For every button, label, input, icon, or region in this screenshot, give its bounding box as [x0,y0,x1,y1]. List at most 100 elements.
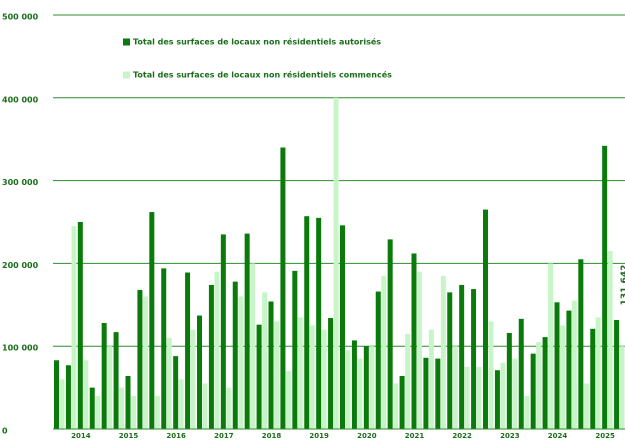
bar [321,329,327,429]
bar [375,291,381,429]
bar [447,292,453,429]
bar [131,395,136,429]
bar [530,353,536,429]
bar [333,97,339,430]
bar [190,329,196,429]
bar [232,281,238,429]
y-tick-label: 100 000 [2,344,39,353]
bar [548,263,554,429]
bar [428,329,434,429]
bar [345,350,351,429]
bar [173,356,179,429]
legend-swatch [123,71,130,79]
bar [590,328,596,429]
bar [500,362,506,429]
bar [340,225,345,429]
bar [369,346,375,429]
y-tick-label: 500 000 [2,13,39,22]
bar [202,383,208,429]
bar [423,357,429,429]
bar [208,284,214,429]
bar [292,270,298,429]
bar [614,320,620,429]
bar [59,379,65,429]
bar [280,147,286,430]
legend-label: Total des surfaces de locaux non résiden… [133,37,381,47]
bar [405,333,411,429]
bar [351,340,357,429]
bar [161,268,167,429]
bar [125,376,131,429]
bar [459,284,465,429]
bar [602,145,608,429]
bar [65,365,71,429]
bar [363,346,369,429]
bar [387,239,393,429]
bar [542,337,548,429]
bar [488,321,494,429]
bar [137,289,143,429]
bar [512,358,518,429]
bar [328,318,334,429]
x-tick-label: 2024 [548,432,568,438]
bar [357,358,363,429]
bar [166,337,172,429]
bar [185,272,191,429]
bar [607,250,613,429]
bar [285,371,291,429]
x-tick-label: 2018 [262,432,282,438]
x-tick-label: 2015 [119,432,139,438]
bar [536,342,542,429]
bar [101,323,107,429]
bar [583,383,589,429]
bar [226,387,232,429]
bar [197,315,202,429]
bar [411,253,417,429]
bar [244,233,250,429]
bar [71,226,77,429]
x-tick-label: 2021 [405,432,425,438]
bar [578,259,584,429]
bar [619,346,625,429]
bar [476,366,482,429]
bar [566,310,572,429]
x-tick-label: 2016 [166,432,186,438]
bar [316,217,322,429]
bar [262,292,268,429]
bar [220,234,226,429]
bar [471,289,477,429]
x-tick-label: 2017 [214,432,234,438]
bar [250,263,256,429]
bar [142,296,148,429]
legend-label: Total des surfaces de locaux non résiden… [133,70,392,80]
bar [297,317,303,429]
bar [435,358,441,429]
bar [77,222,83,429]
bar [178,379,184,429]
bar [309,325,315,429]
bar [464,366,470,429]
bar [54,360,59,429]
bar [95,395,101,429]
bar [304,216,310,429]
bar [571,300,577,429]
bar [83,360,89,429]
value-label: 131 642 [620,265,625,306]
bar [393,383,399,429]
bar [214,271,220,429]
bar [256,324,262,429]
bar [107,346,113,429]
bar [595,317,601,429]
bar [154,395,160,429]
y-tick-label: 300 000 [2,178,39,187]
bar [113,332,119,429]
bar [399,376,405,429]
bar [506,332,512,429]
x-tick-label: 2019 [309,432,329,438]
bar [452,346,458,429]
x-tick-label: 2023 [500,432,520,438]
y-tick-label: 400 000 [2,95,39,104]
x-tick-label: 2025 [595,432,615,438]
bar [554,302,560,429]
